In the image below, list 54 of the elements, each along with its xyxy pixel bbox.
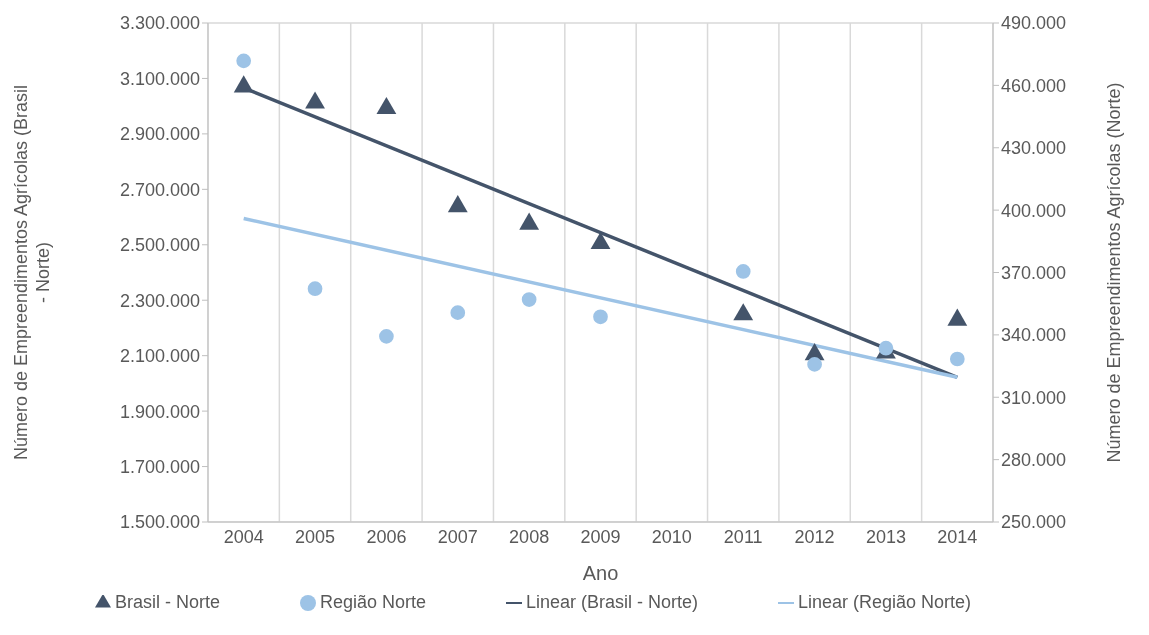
point	[305, 91, 325, 109]
point	[376, 96, 397, 115]
x-tick-label: 2005	[295, 526, 336, 547]
point	[735, 264, 751, 279]
point	[949, 351, 965, 367]
y-tick-label: 2.500.000	[119, 235, 200, 256]
x-tick-label: 2010	[651, 526, 692, 547]
y-tick-label: 2.300.000	[119, 290, 200, 311]
x-tick-label: 2013	[865, 526, 906, 547]
y-tick-label: 2.900.000	[119, 124, 200, 145]
y2-tick-label: 460.000	[1001, 75, 1067, 96]
point	[590, 231, 611, 250]
x-tick-label: 2012	[794, 526, 835, 547]
y-tick-label: 1.500.000	[119, 512, 200, 533]
y2-tick-label: 370.000	[1001, 262, 1067, 283]
y2-tick-label: 340.000	[1001, 325, 1067, 346]
point	[947, 308, 968, 326]
y-tick-label: 3.100.000	[119, 68, 200, 89]
legend-label: Linear (Região Norte)	[798, 592, 972, 612]
point	[447, 195, 468, 213]
x-tick-label: 2007	[437, 526, 478, 547]
y-tick-label: 1.900.000	[119, 401, 200, 422]
y-axis-title: Número de Empreendimentos Agrícolas (Brasil - Norte)	[11, 84, 53, 461]
x-tick-label: 2014	[937, 526, 978, 547]
x-tick-label: 2008	[509, 526, 550, 547]
point	[307, 281, 323, 297]
y2-tick-label: 400.000	[1001, 200, 1067, 221]
point	[233, 75, 254, 93]
point	[236, 53, 252, 69]
point	[807, 357, 822, 372]
y-tick-label: 2.100.000	[119, 346, 200, 367]
y2-tick-label: 310.000	[1001, 387, 1067, 408]
legend-label: Linear (Brasil - Norte)	[525, 592, 699, 612]
x-tick-label: 2004	[223, 526, 264, 547]
y-tick-label: 3.300.000	[119, 13, 200, 34]
x-tick-label: 2006	[366, 526, 407, 547]
y2-axis-title: Número de Empreendimentos Agrícolas (Norte)	[1104, 82, 1124, 463]
y2-tick-label: 490.000	[1001, 13, 1067, 34]
x-tick-label: 2009	[580, 526, 621, 547]
legend-label: Região Norte	[319, 592, 426, 612]
point	[450, 305, 466, 320]
x-tick-label: 2011	[723, 526, 763, 547]
y-tick-label: 2.700.000	[119, 179, 200, 200]
point	[379, 328, 394, 344]
y2-tick-label: 430.000	[1001, 138, 1067, 159]
y-tick-label: 1.700.000	[119, 456, 200, 477]
point	[519, 212, 540, 230]
y2-tick-label: 250.000	[1001, 512, 1067, 533]
point	[593, 309, 608, 325]
legend-label: Brasil - Norte	[114, 592, 220, 612]
point	[733, 303, 754, 321]
point	[521, 292, 537, 307]
x-axis-title: Ano	[582, 562, 619, 584]
y2-tick-label: 280.000	[1001, 450, 1067, 471]
